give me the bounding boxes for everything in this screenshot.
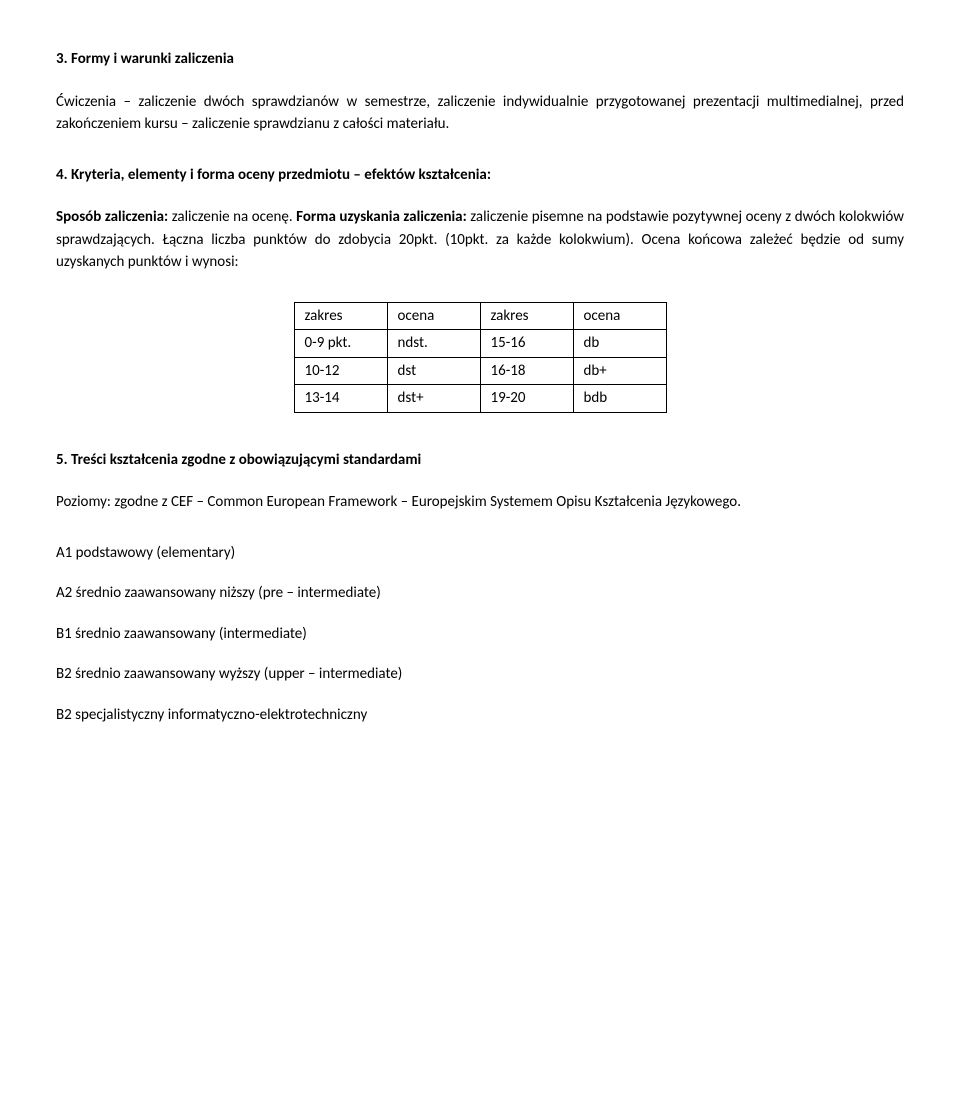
section4-run1-text: zaliczenie na ocenę. xyxy=(168,208,296,226)
section4-heading: 4. Kryteria, elementy i forma oceny prze… xyxy=(56,164,904,187)
table-row: 10-12 dst 16-18 db+ xyxy=(294,357,666,385)
table-cell: db+ xyxy=(573,357,666,385)
section4-run2-bold: Forma uzyskania zaliczenia: xyxy=(296,208,467,226)
section3-heading: 3. Formy i warunki zaliczenia xyxy=(56,48,904,71)
section3-paragraph: Ćwiczenia – zaliczenie dwóch sprawdzianó… xyxy=(56,91,904,136)
table-cell: bdb xyxy=(573,385,666,413)
table-header-cell: ocena xyxy=(387,302,480,330)
table-cell: ndst. xyxy=(387,330,480,358)
table-row: zakres ocena zakres ocena xyxy=(294,302,666,330)
section4-paragraph: Sposób zaliczenia: zaliczenie na ocenę. … xyxy=(56,206,904,274)
level-item: A2 średnio zaawansowany niższy (pre – in… xyxy=(56,582,904,605)
table-header-cell: zakres xyxy=(294,302,387,330)
table-cell: dst xyxy=(387,357,480,385)
table-header-cell: ocena xyxy=(573,302,666,330)
level-item: B2 średnio zaawansowany wyższy (upper – … xyxy=(56,663,904,686)
level-item: A1 podstawowy (elementary) xyxy=(56,542,904,565)
table-cell: 16-18 xyxy=(480,357,573,385)
table-cell: db xyxy=(573,330,666,358)
table-header-cell: zakres xyxy=(480,302,573,330)
table-cell: 15-16 xyxy=(480,330,573,358)
table-cell: 19-20 xyxy=(480,385,573,413)
level-item: B1 średnio zaawansowany (intermediate) xyxy=(56,623,904,646)
section5-heading: 5. Treści kształcenia zgodne z obowiązuj… xyxy=(56,449,904,472)
section5-paragraph: Poziomy: zgodne z CEF – Common European … xyxy=(56,491,904,514)
grading-table: zakres ocena zakres ocena 0-9 pkt. ndst.… xyxy=(294,302,667,413)
level-item: B2 specjalistyczny informatyczno-elektro… xyxy=(56,704,904,727)
table-cell: 13-14 xyxy=(294,385,387,413)
table-row: 0-9 pkt. ndst. 15-16 db xyxy=(294,330,666,358)
table-cell: 0-9 pkt. xyxy=(294,330,387,358)
table-row: 13-14 dst+ 19-20 bdb xyxy=(294,385,666,413)
table-cell: dst+ xyxy=(387,385,480,413)
table-cell: 10-12 xyxy=(294,357,387,385)
section4-run1-bold: Sposób zaliczenia: xyxy=(56,208,168,226)
